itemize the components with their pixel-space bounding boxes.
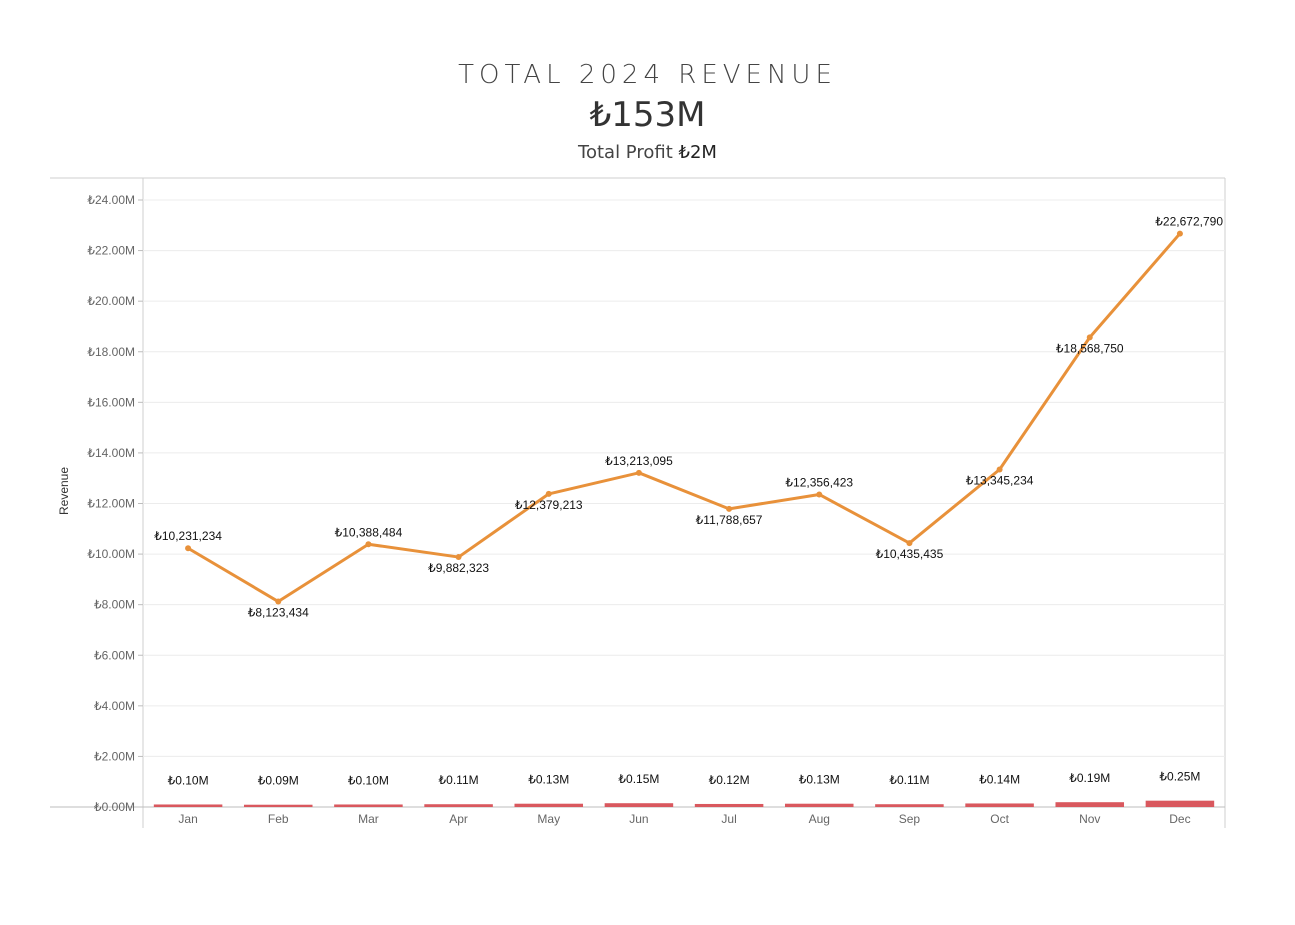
data-labels: ₺0.10M ₺0.09M ₺0.10M ₺0.11M ₺0.13M ₺0.15M ₺0.1… <box>154 215 1223 788</box>
revenue-point <box>635 469 642 476</box>
x-tick-label: Aug <box>809 812 830 826</box>
x-tick-label: Jun <box>629 812 648 826</box>
y-tick-label: ₺14.00M <box>87 446 135 460</box>
total-profit-kpi: Total Profit ₺2M <box>0 142 1295 163</box>
revenue-data-label: ₺9,882,323 <box>428 561 489 575</box>
y-tick-label: ₺6.00M <box>94 648 135 662</box>
revenue-point <box>1176 230 1183 237</box>
total-profit-label: Total Profit <box>578 142 673 163</box>
revenue-point <box>185 545 192 552</box>
y-tick-label: ₺18.00M <box>87 345 135 359</box>
profit-data-label: ₺0.11M <box>889 773 929 787</box>
profit-data-label: ₺0.09M <box>258 774 299 788</box>
revenue-line-path <box>187 232 1182 604</box>
profit-bar <box>694 803 764 807</box>
profit-bar <box>424 804 493 807</box>
revenue-data-label: ₺18,568,750 <box>1056 341 1124 355</box>
x-tick-label: Apr <box>449 812 468 826</box>
y-tick-label: ₺22.00M <box>87 244 135 258</box>
x-tick-label: Jul <box>721 812 736 826</box>
revenue-point <box>275 598 282 605</box>
profit-data-label: ₺0.25M <box>1159 770 1200 784</box>
grid-lines <box>143 199 1225 757</box>
revenue-data-label: ₺13,213,095 <box>605 454 673 468</box>
y-tick-label: ₺24.00M <box>87 193 135 207</box>
profit-data-label: ₺0.19M <box>1069 771 1110 785</box>
x-tick-label: Sep <box>899 812 921 826</box>
profit-data-label: ₺0.11M <box>439 773 479 787</box>
x-tick-label: Jan <box>178 812 197 826</box>
revenue-point <box>906 540 913 547</box>
profit-bar <box>784 803 854 807</box>
total-profit-value: ₺2M <box>678 142 717 163</box>
revenue-data-label: ₺22,672,790 <box>1155 215 1223 229</box>
profit-data-label: ₺0.13M <box>528 773 569 787</box>
revenue-point <box>545 490 552 497</box>
revenue-data-label: ₺12,379,213 <box>515 498 583 512</box>
profit-bar <box>1055 802 1125 807</box>
revenue-point <box>726 505 733 512</box>
profit-data-label: ₺0.10M <box>348 773 389 787</box>
revenue-data-label: ₺13,345,234 <box>966 473 1034 487</box>
profit-bar <box>875 804 944 807</box>
revenue-data-label: ₺10,231,234 <box>154 529 222 543</box>
profit-data-label: ₺0.14M <box>979 772 1020 786</box>
revenue-data-label: ₺12,356,423 <box>785 475 853 489</box>
profit-data-label: ₺0.13M <box>799 773 840 787</box>
revenue-point <box>996 466 1003 473</box>
profit-data-label: ₺0.10M <box>168 773 209 787</box>
y-tick-label: ₺12.00M <box>87 497 135 511</box>
revenue-data-label: ₺10,435,435 <box>876 547 944 561</box>
revenue-point <box>455 554 462 561</box>
y-tick-label: ₺0.00M <box>94 800 135 814</box>
revenue-data-label: ₺11,788,657 <box>696 513 763 527</box>
x-tick-label: Oct <box>990 812 1009 826</box>
x-tick-label: Feb <box>268 812 289 826</box>
x-tick-label: Nov <box>1079 812 1100 826</box>
x-tick-label: Dec <box>1169 812 1190 826</box>
y-axis-title: Revenue <box>57 467 71 515</box>
y-tick-label: ₺16.00M <box>87 395 135 409</box>
total-revenue-kpi: ₺153M <box>589 95 706 135</box>
profit-bar <box>514 803 584 807</box>
revenue-data-label: ₺10,388,484 <box>335 525 403 539</box>
y-axis-ticks: ₺0.00M ₺2.00M ₺4.00M ₺6.00M ₺8.00M ₺10.00M ₺12… <box>87 193 143 814</box>
revenue-line <box>185 230 1183 605</box>
x-axis-ticks: Jan Feb Mar Apr May Jun Jul Aug Sep Oct Nov Dec <box>178 812 1190 826</box>
revenue-point <box>1086 334 1093 341</box>
profit-bar <box>965 803 1034 807</box>
y-tick-label: ₺4.00M <box>94 699 135 713</box>
profit-bar <box>604 803 674 807</box>
x-tick-label: May <box>537 812 560 826</box>
y-tick-label: ₺20.00M <box>87 294 135 308</box>
profit-data-label: ₺0.15M <box>618 772 659 786</box>
profit-bar <box>243 804 313 807</box>
profit-bars <box>153 800 1215 807</box>
x-tick-label: Mar <box>358 812 379 826</box>
y-tick-label: ₺8.00M <box>94 598 135 612</box>
profit-bar <box>1145 800 1215 807</box>
profit-bar <box>153 804 223 807</box>
y-tick-label: ₺10.00M <box>87 547 135 561</box>
revenue-point <box>816 491 823 498</box>
revenue-data-label: ₺8,123,434 <box>248 606 309 620</box>
dashboard-title: TOTAL 2024 REVENUE <box>458 60 837 90</box>
profit-bar <box>334 804 403 807</box>
y-tick-label: ₺2.00M <box>94 749 135 763</box>
revenue-point <box>365 541 372 548</box>
profit-data-label: ₺0.12M <box>709 773 750 787</box>
